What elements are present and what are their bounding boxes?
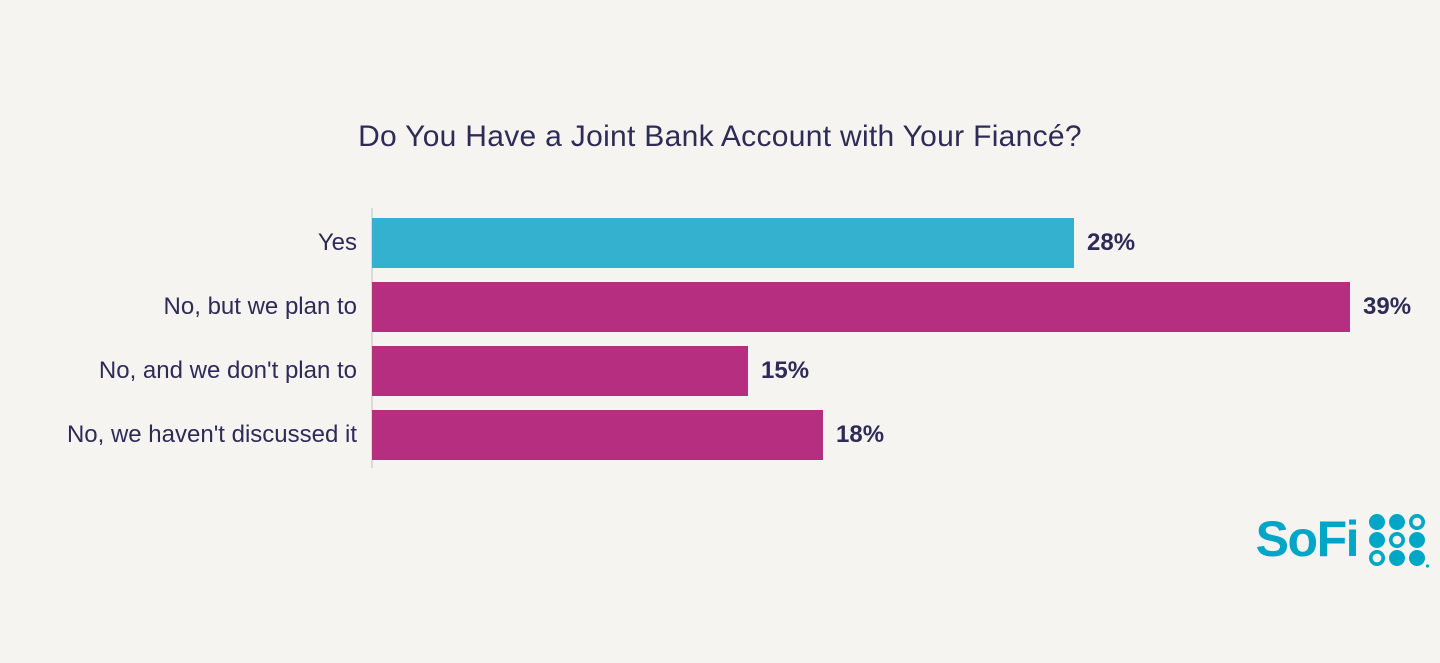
value-label: 15% [761,357,810,384]
bar-track: 39% [372,282,1411,332]
chart-title: Do You Have a Joint Bank Account with Yo… [358,120,1082,153]
sofi-logo: SoFi [1256,509,1430,569]
chart-row: Yes 28% [0,218,1440,268]
value-label: 18% [836,421,885,448]
sofi-dot-grid-icon [1369,514,1430,568]
bar-track: 28% [372,218,1135,268]
bar-1 [372,282,1350,332]
category-label: No, we haven't discussed it [66,421,357,448]
chart-row: No, we haven't discussed it 18% [0,410,1440,460]
bar-chart: Yes 28% No, but we plan to 39% No, and we do… [0,218,1440,474]
value-label: 39% [1363,293,1412,320]
value-label: 28% [1087,229,1136,256]
bar-track: 18% [372,410,884,460]
sofi-logo-text: SoFi [1255,511,1360,567]
axis-baseline [371,208,373,468]
bar-3 [372,410,823,460]
bar-0 [372,218,1074,268]
category-label: Yes [317,229,357,256]
category-label: No, but we plan to [163,293,357,320]
chart-row: No, but we plan to 39% [0,282,1440,332]
bar-track: 15% [372,346,809,396]
bar-2 [372,346,748,396]
chart-row: No, and we don't plan to 15% [0,346,1440,396]
category-label: No, and we don't plan to [98,357,357,384]
